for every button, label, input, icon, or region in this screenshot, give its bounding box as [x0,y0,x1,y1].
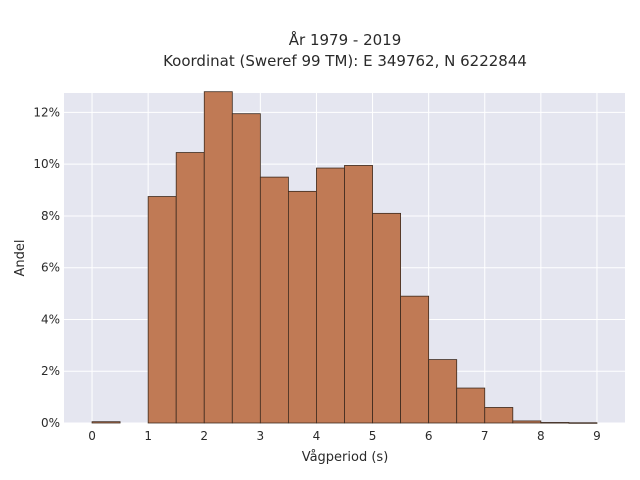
x-tick-label: 8 [537,429,545,443]
histogram-bar [568,422,598,424]
histogram-bar [316,167,345,424]
chart-title-line-1: År 1979 - 2019 [289,30,402,49]
y-tick-label: 2% [41,364,60,378]
x-tick-label: 3 [257,429,265,443]
histogram-bar [91,421,121,424]
y-tick-label: 0% [41,416,60,430]
histogram-bar [456,387,486,424]
x-tick-label: 4 [313,429,321,443]
x-tick-label: 9 [593,429,601,443]
histogram-bar [175,152,205,424]
x-tick-label: 2 [200,429,208,443]
y-tick-label: 8% [41,209,60,223]
chart-title-line-2: Koordinat (Sweref 99 TM): E 349762, N 62… [163,52,527,70]
histogram-bar [372,212,401,424]
x-tick-label: 1 [144,429,152,443]
histogram-bar [287,190,317,424]
histogram-bar [428,359,458,424]
histogram-bar [231,113,261,424]
y-tick-label: 6% [41,261,60,275]
y-tick-label: 4% [41,312,60,326]
histogram-bar [259,176,289,424]
histogram-bar [203,91,233,424]
histogram-bar [484,407,514,424]
y-axis-ticks: 0% 2% 4% 6% 8% 10% 12% [33,105,60,430]
x-tick-label: 0 [88,429,96,443]
histogram-bar [344,165,373,424]
x-axis-ticks: 0 1 2 3 4 5 6 7 8 9 [88,429,601,443]
histogram-bar [400,295,430,424]
y-tick-label: 10% [33,157,60,171]
x-tick-label: 5 [369,429,377,443]
x-tick-label: 6 [425,429,433,443]
histogram-bar [512,420,542,424]
bars [91,91,598,424]
x-tick-label: 7 [481,429,489,443]
histogram-bar [540,422,570,424]
y-tick-label: 12% [33,105,60,119]
x-axis-label: Vågperiod (s) [302,450,389,465]
histogram-bar [147,196,177,424]
y-axis-label: Andel [13,240,28,277]
